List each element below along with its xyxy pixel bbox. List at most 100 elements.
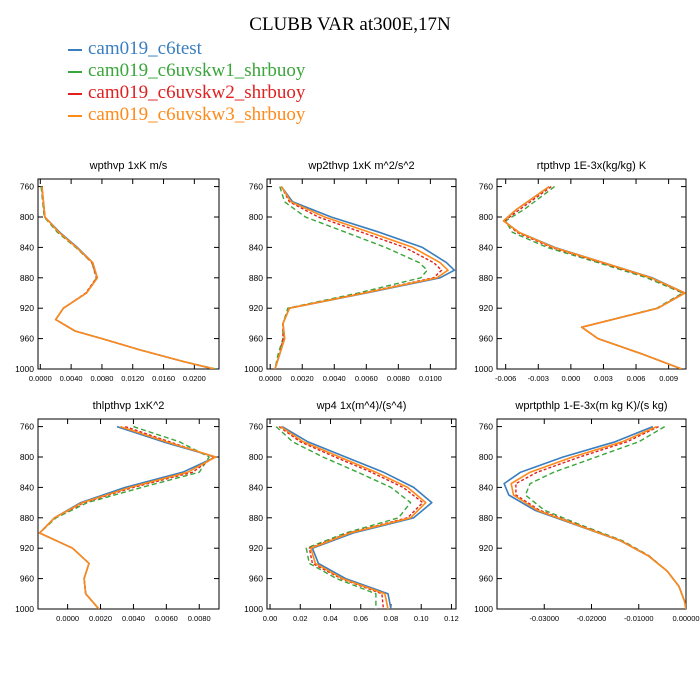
legend-label: cam019_c6uvskw1_shrbuoy bbox=[88, 60, 306, 81]
y-tick-label: 840 bbox=[479, 242, 493, 252]
y-tick-label: 880 bbox=[479, 273, 493, 283]
legend-item: cam019_c6uvskw2_shrbuoy bbox=[68, 82, 305, 104]
y-tick-label: 760 bbox=[249, 182, 263, 192]
y-tick-label: 840 bbox=[20, 482, 34, 492]
x-tick-label: 0.0120 bbox=[121, 374, 144, 383]
x-tick-label: -0.01000 bbox=[624, 614, 654, 623]
plot-frame bbox=[37, 418, 220, 610]
x-tick-label: 0.00 bbox=[263, 614, 278, 623]
series-line bbox=[41, 186, 215, 369]
x-tick-label: 0.0020 bbox=[291, 374, 314, 383]
y-tick-label: 1000 bbox=[244, 364, 263, 374]
series-line bbox=[274, 186, 449, 369]
y-tick-label: 760 bbox=[20, 422, 34, 432]
plot-frame bbox=[496, 418, 687, 610]
legend-label: cam019_c6uvskw2_shrbuoy bbox=[88, 82, 306, 103]
x-tick-label: 0.0020 bbox=[89, 614, 112, 623]
series-line bbox=[274, 186, 456, 369]
y-tick-label: 760 bbox=[479, 422, 493, 432]
figure-title: CLUBB VAR at300E,17N bbox=[249, 14, 451, 35]
x-tick-label: 0.0080 bbox=[90, 374, 113, 383]
series-line bbox=[275, 426, 412, 609]
y-tick-label: 840 bbox=[249, 242, 263, 252]
y-tick-label: 760 bbox=[20, 182, 34, 192]
panel-title: wp4 1x(m^4)/(s^4) bbox=[316, 400, 407, 412]
y-tick-label: 880 bbox=[20, 513, 34, 523]
y-tick-label: 800 bbox=[249, 212, 263, 222]
x-tick-label: 0.02 bbox=[293, 614, 308, 623]
x-tick-label: 0.04 bbox=[323, 614, 338, 623]
series-line bbox=[38, 425, 210, 609]
x-tick-label: 0.0060 bbox=[355, 374, 378, 383]
y-tick-label: 960 bbox=[479, 334, 493, 344]
legend-label: cam019_c6test bbox=[88, 38, 202, 59]
y-tick-label: 920 bbox=[249, 543, 263, 553]
y-tick-label: 1000 bbox=[244, 604, 263, 614]
y-tick-label: 920 bbox=[479, 303, 493, 313]
x-tick-label: -0.02000 bbox=[577, 614, 607, 623]
plot-frame bbox=[266, 418, 457, 610]
plot-frame bbox=[266, 178, 457, 370]
legend: cam019_c6test cam019_c6uvskw1_shrbuoy ca… bbox=[68, 38, 305, 126]
chart-panel: wprtpthlp 1-E-3x(m kg K)/(s kg) 760 800 840… bbox=[474, 400, 699, 623]
series-line bbox=[274, 186, 443, 369]
y-tick-label: 800 bbox=[479, 212, 493, 222]
x-tick-label: 0.0040 bbox=[122, 614, 145, 623]
panel-title: thlpthvp 1xK^2 bbox=[93, 400, 165, 412]
y-tick-label: 920 bbox=[249, 303, 263, 313]
chart-panel: rtpthvp 1E-3x(kg/kg) K 760 800 840 880 920 960… bbox=[474, 160, 687, 383]
y-tick-label: 880 bbox=[20, 273, 34, 283]
y-tick-label: 1000 bbox=[15, 364, 34, 374]
y-tick-label: 920 bbox=[20, 303, 34, 313]
panel-title: wpthvp 1xK m/s bbox=[89, 160, 168, 172]
series-line bbox=[281, 425, 433, 609]
series-line bbox=[41, 186, 215, 369]
legend-item: cam019_c6uvskw3_shrbuoy bbox=[68, 104, 305, 126]
x-tick-label: 0.00000 bbox=[672, 614, 699, 623]
series-line bbox=[515, 425, 686, 609]
x-tick-label: 0.10 bbox=[414, 614, 429, 623]
y-tick-label: 1000 bbox=[474, 604, 493, 614]
x-tick-label: 0.003 bbox=[594, 374, 613, 383]
legend-swatch bbox=[68, 92, 82, 95]
legend-item: cam019_c6test bbox=[68, 38, 305, 60]
x-tick-label: 0.0060 bbox=[155, 614, 178, 623]
x-tick-label: 0.0000 bbox=[259, 374, 282, 383]
panel-title: wprtpthlp 1-E-3x(m kg K)/(s kg) bbox=[514, 400, 667, 412]
y-tick-label: 1000 bbox=[474, 364, 493, 374]
y-tick-label: 880 bbox=[249, 273, 263, 283]
x-tick-label: -0.03000 bbox=[529, 614, 559, 623]
x-tick-label: 0.006 bbox=[627, 374, 646, 383]
series-line bbox=[503, 186, 685, 369]
y-tick-label: 960 bbox=[479, 574, 493, 584]
chart-panel: wp2thvp 1xK m^2/s^2 760 800 840 880 920 960 100… bbox=[244, 160, 457, 383]
series-line bbox=[41, 186, 214, 369]
y-tick-label: 800 bbox=[20, 452, 34, 462]
series-line bbox=[510, 425, 686, 609]
y-tick-label: 800 bbox=[479, 452, 493, 462]
x-tick-label: 0.0160 bbox=[152, 374, 175, 383]
y-tick-label: 960 bbox=[249, 574, 263, 584]
y-tick-label: 760 bbox=[249, 422, 263, 432]
series-line bbox=[502, 185, 686, 369]
x-tick-label: 0.0040 bbox=[323, 374, 346, 383]
series-line bbox=[38, 425, 215, 609]
y-tick-label: 840 bbox=[479, 482, 493, 492]
legend-label: cam019_c6uvskw3_shrbuoy bbox=[88, 104, 306, 125]
y-tick-label: 800 bbox=[20, 212, 34, 222]
series-line bbox=[38, 425, 217, 609]
y-tick-label: 960 bbox=[249, 334, 263, 344]
y-tick-label: 1000 bbox=[15, 604, 34, 614]
y-tick-label: 840 bbox=[20, 242, 34, 252]
chart-panel: thlpthvp 1xK^2 760 800 840 880 920 960 1000 0.00… bbox=[15, 400, 220, 623]
legend-swatch bbox=[68, 114, 82, 117]
y-tick-label: 960 bbox=[20, 334, 34, 344]
x-tick-label: 0.0080 bbox=[387, 374, 410, 383]
legend-item: cam019_c6uvskw1_shrbuoy bbox=[68, 60, 305, 82]
x-tick-label: 0.009 bbox=[659, 374, 678, 383]
y-tick-label: 960 bbox=[20, 574, 34, 584]
x-tick-label: 0.12 bbox=[444, 614, 459, 623]
x-tick-label: 0.08 bbox=[384, 614, 399, 623]
series-line bbox=[40, 186, 217, 369]
